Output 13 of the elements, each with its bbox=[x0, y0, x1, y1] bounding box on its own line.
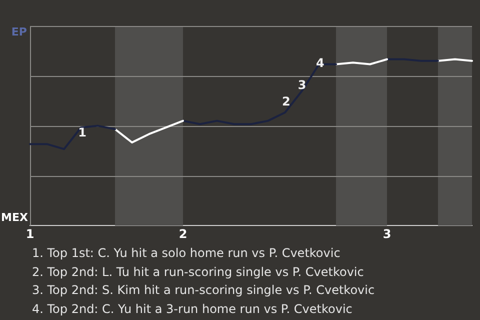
text: EP bbox=[11, 25, 27, 38]
x-tick-label: 1 bbox=[26, 226, 34, 241]
x-tick-label: 3 bbox=[382, 226, 392, 241]
text: 2. Top 2nd: L. Tu hit a run-scoring single vs P. Cvetkovic bbox=[32, 264, 365, 280]
annotation: 2 bbox=[282, 94, 290, 108]
text: 1. Top 1st: C. Yu hit a solo home run vs P. Cvetkovic bbox=[32, 245, 342, 262]
annotation: 3 bbox=[298, 78, 306, 92]
text: 4. Top 2nd: C. Yu hit a 3-run home run vs P. Cvetkovic bbox=[32, 300, 354, 318]
text: 3. Top 2nd: S. Kim hit a run-scoring single vs P. Cvetkovic bbox=[32, 282, 376, 299]
x-tick-label: 2 bbox=[178, 226, 188, 241]
annotation: 4 bbox=[316, 56, 324, 70]
annotation: 1 bbox=[78, 126, 87, 140]
text: MEX bbox=[1, 210, 29, 224]
